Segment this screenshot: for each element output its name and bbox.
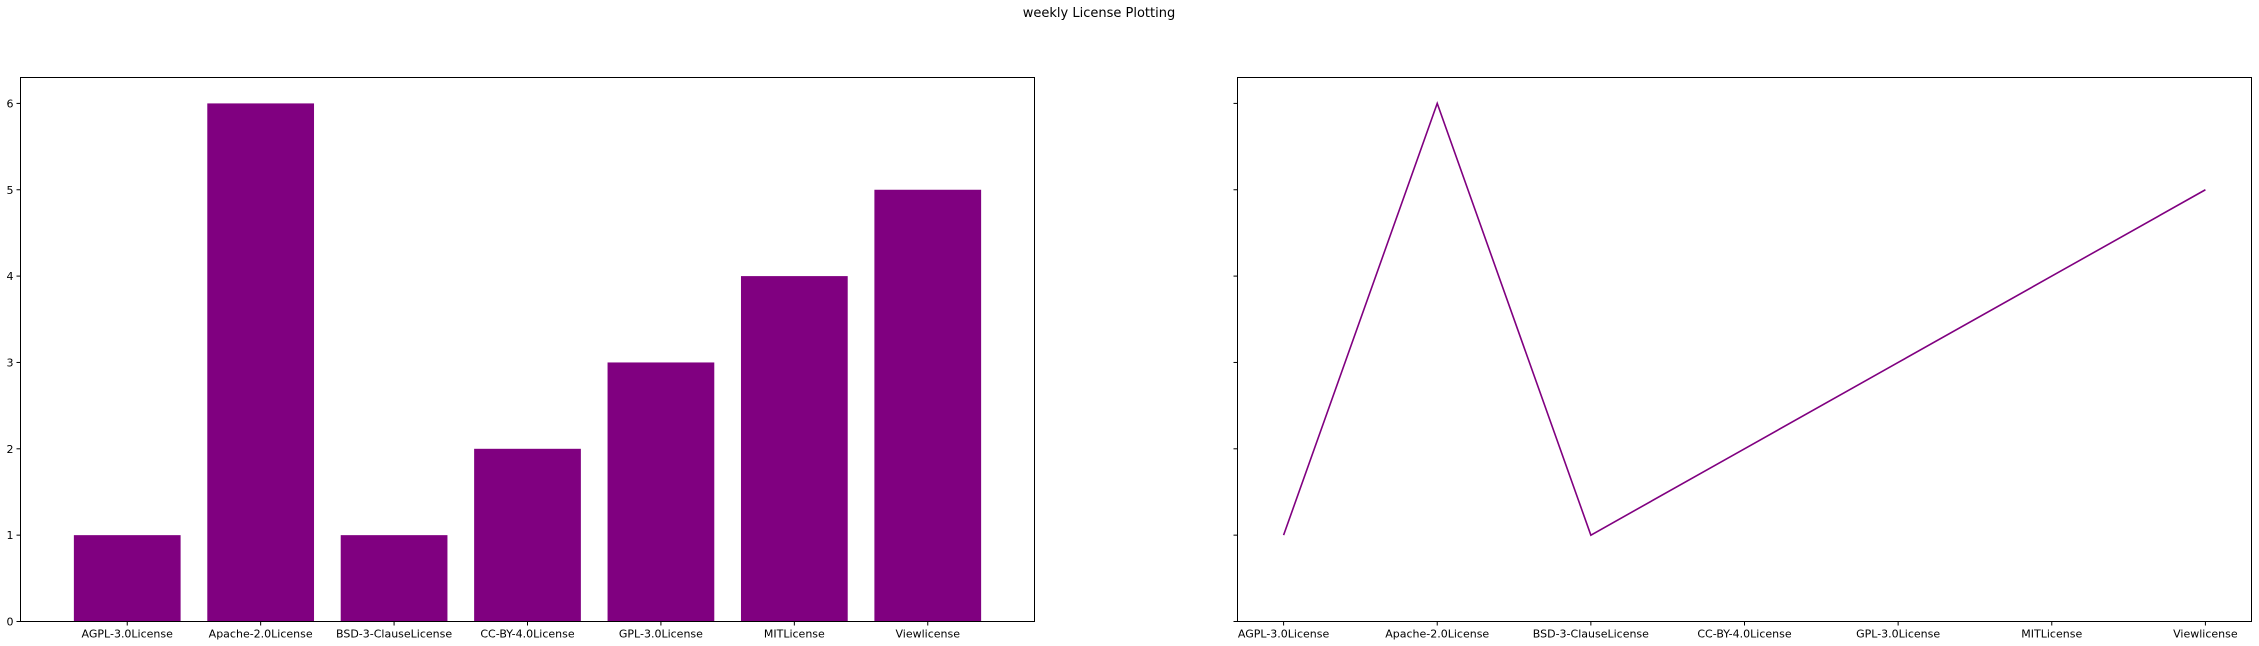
bar — [340, 535, 448, 622]
line-chart: AGPL-3.0License Apache-2.0License BSD-3-Cl… — [1233, 77, 2252, 641]
y-tick-label: 6 — [7, 97, 14, 110]
bar — [474, 448, 581, 622]
x-tick-label: CC-BY-4.0License — [480, 628, 574, 641]
x-tick-label: GPL-3.0License — [619, 628, 703, 641]
series-line — [1282, 101, 2206, 537]
x-tick-label: Viewlicense — [896, 628, 961, 641]
x-tick-label: GPL-3.0License — [1856, 628, 1940, 641]
x-tick-label: BSD-3-ClauseLicense — [1533, 628, 1649, 641]
x-tick-label: Viewlicense — [2173, 628, 2238, 641]
bar — [874, 189, 982, 622]
bar-chart: 0 1 2 3 4 5 6 AGPL-3.0License Apache-2.0License B… — [7, 77, 1035, 641]
bar — [73, 535, 181, 622]
bar — [740, 276, 848, 622]
y-tick-label: 4 — [7, 270, 14, 283]
x-tick-label: BSD-3-ClauseLicense — [336, 628, 452, 641]
x-tick-label: AGPL-3.0License — [82, 628, 174, 641]
y-tick-label: 1 — [7, 529, 14, 542]
x-tick-label: MITLicense — [2021, 628, 2082, 641]
bar — [207, 103, 315, 622]
x-tick-label: Apache-2.0License — [1385, 628, 1489, 641]
x-tick-label: CC-BY-4.0License — [1697, 628, 1791, 641]
y-tick-label: 0 — [7, 616, 14, 629]
axes-frame — [1237, 77, 2252, 622]
x-tick-label: Apache-2.0License — [209, 628, 313, 641]
figure-title: weekly License Plotting — [1023, 6, 1175, 21]
y-tick-label: 2 — [7, 443, 14, 456]
axes-frame — [20, 77, 1035, 622]
x-tick-label: MITLicense — [764, 628, 825, 641]
y-tick-label: 3 — [7, 356, 14, 369]
y-tick-label: 5 — [7, 184, 14, 197]
bar — [607, 362, 715, 622]
x-tick-label: AGPL-3.0License — [1238, 628, 1330, 641]
